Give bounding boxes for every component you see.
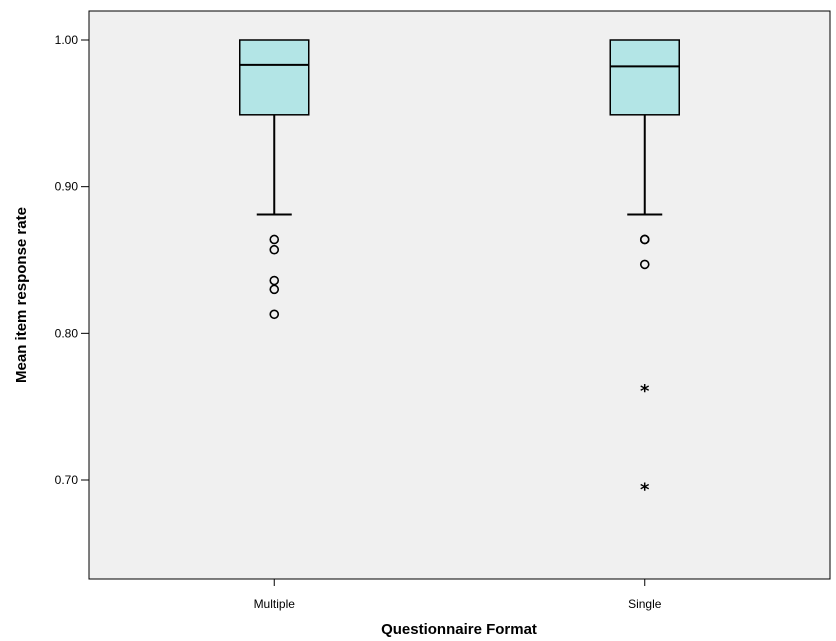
y-tick-label: 1.00 bbox=[55, 33, 79, 47]
box-group-single: ** bbox=[609, 39, 680, 500]
outlier-point bbox=[269, 244, 280, 255]
outlier-point bbox=[269, 284, 280, 295]
outlier-point bbox=[269, 275, 280, 286]
extreme-point: * bbox=[640, 479, 650, 500]
outlier-point bbox=[639, 259, 650, 270]
plot-area bbox=[88, 10, 831, 580]
y-axis: 0.70 0.80 0.90 1.00 bbox=[55, 33, 89, 487]
x-tick-label: Single bbox=[628, 597, 662, 611]
boxes: ** bbox=[239, 39, 680, 500]
outlier-point bbox=[269, 309, 280, 320]
extreme-point: * bbox=[640, 381, 650, 402]
y-tick-label: 0.80 bbox=[55, 326, 79, 340]
outlier-point bbox=[639, 234, 650, 245]
x-tick-label: Multiple bbox=[254, 597, 296, 611]
outlier-point bbox=[269, 234, 280, 245]
y-tick-label: 0.90 bbox=[55, 180, 79, 194]
y-axis-title: Mean item response rate bbox=[13, 207, 30, 383]
box-group-multiple bbox=[239, 39, 310, 320]
x-axis-title: Questionnaire Format bbox=[381, 621, 537, 638]
box bbox=[239, 39, 310, 116]
x-axis: Multiple Single bbox=[254, 579, 662, 611]
y-tick-label: 0.70 bbox=[55, 473, 79, 487]
box bbox=[609, 39, 680, 116]
